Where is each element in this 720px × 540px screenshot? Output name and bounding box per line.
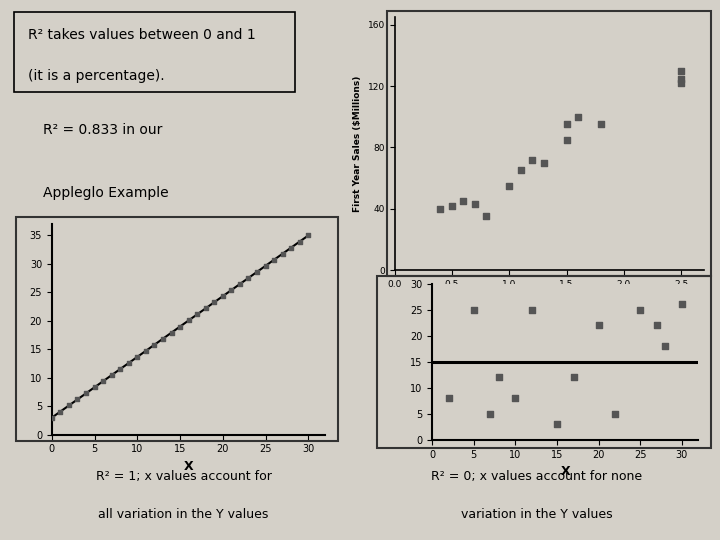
Point [251, 267, 263, 276]
Text: variation in the Y values: variation in the Y values [461, 508, 612, 521]
FancyBboxPatch shape [14, 12, 295, 92]
Point [480, 212, 492, 221]
Text: all variation in the Y values: all variation in the Y values [99, 508, 269, 521]
Point [97, 377, 109, 386]
X-axis label: Advertising Expenditures ($Millions): Advertising Expenditures ($Millions) [456, 294, 642, 303]
X-axis label: X: X [184, 460, 194, 473]
Point [243, 274, 254, 282]
Point [660, 342, 671, 350]
Point [132, 353, 143, 361]
Point [200, 304, 212, 313]
Point [469, 200, 480, 208]
Point [140, 347, 152, 355]
Point [538, 158, 549, 167]
X-axis label: X: X [560, 465, 570, 478]
Point [269, 255, 280, 264]
Point [285, 243, 297, 252]
Text: R² = 0.833 in our: R² = 0.833 in our [43, 123, 163, 137]
Point [634, 305, 646, 314]
Text: Appleglo Example: Appleglo Example [43, 186, 168, 200]
Text: R² takes values between 0 and 1: R² takes values between 0 and 1 [29, 28, 256, 42]
Point [217, 292, 229, 300]
Point [166, 328, 177, 337]
Point [609, 410, 621, 418]
Point [458, 197, 469, 205]
Point [46, 413, 58, 422]
Point [593, 321, 604, 329]
Point [302, 231, 314, 240]
Point [675, 79, 687, 87]
Y-axis label: First Year Sales ($Millions): First Year Sales ($Millions) [353, 76, 362, 212]
Point [551, 420, 562, 429]
Text: R² = 0; x values account for none: R² = 0; x values account for none [431, 469, 642, 483]
Point [675, 66, 687, 75]
Point [651, 321, 662, 329]
Point [114, 364, 126, 373]
Point [675, 74, 687, 83]
Point [174, 322, 186, 331]
Point [443, 394, 454, 403]
Point [526, 305, 538, 314]
Text: (it is a percentage).: (it is a percentage). [29, 70, 165, 83]
Point [183, 316, 194, 325]
Point [80, 389, 92, 397]
Point [503, 181, 515, 190]
Point [63, 401, 75, 410]
Point [123, 359, 135, 367]
Point [260, 261, 271, 270]
Point [72, 395, 84, 404]
Point [468, 305, 480, 314]
Point [676, 300, 688, 309]
Text: R² = 1; x values account for: R² = 1; x values account for [96, 469, 271, 483]
Point [446, 201, 458, 210]
Point [492, 373, 504, 382]
Point [510, 394, 521, 403]
Point [485, 410, 496, 418]
Point [106, 371, 117, 380]
Point [526, 156, 538, 164]
Point [294, 237, 305, 246]
Point [435, 205, 446, 213]
Point [55, 407, 66, 416]
Point [89, 383, 100, 391]
Point [225, 286, 237, 294]
Point [572, 112, 584, 121]
Point [561, 120, 572, 129]
Point [209, 298, 220, 307]
Point [157, 334, 168, 343]
Point [277, 249, 289, 258]
Point [568, 373, 580, 382]
Point [148, 340, 160, 349]
Point [192, 310, 203, 319]
Point [515, 166, 526, 175]
Point [561, 136, 572, 144]
Point [595, 120, 607, 129]
Point [234, 280, 246, 288]
